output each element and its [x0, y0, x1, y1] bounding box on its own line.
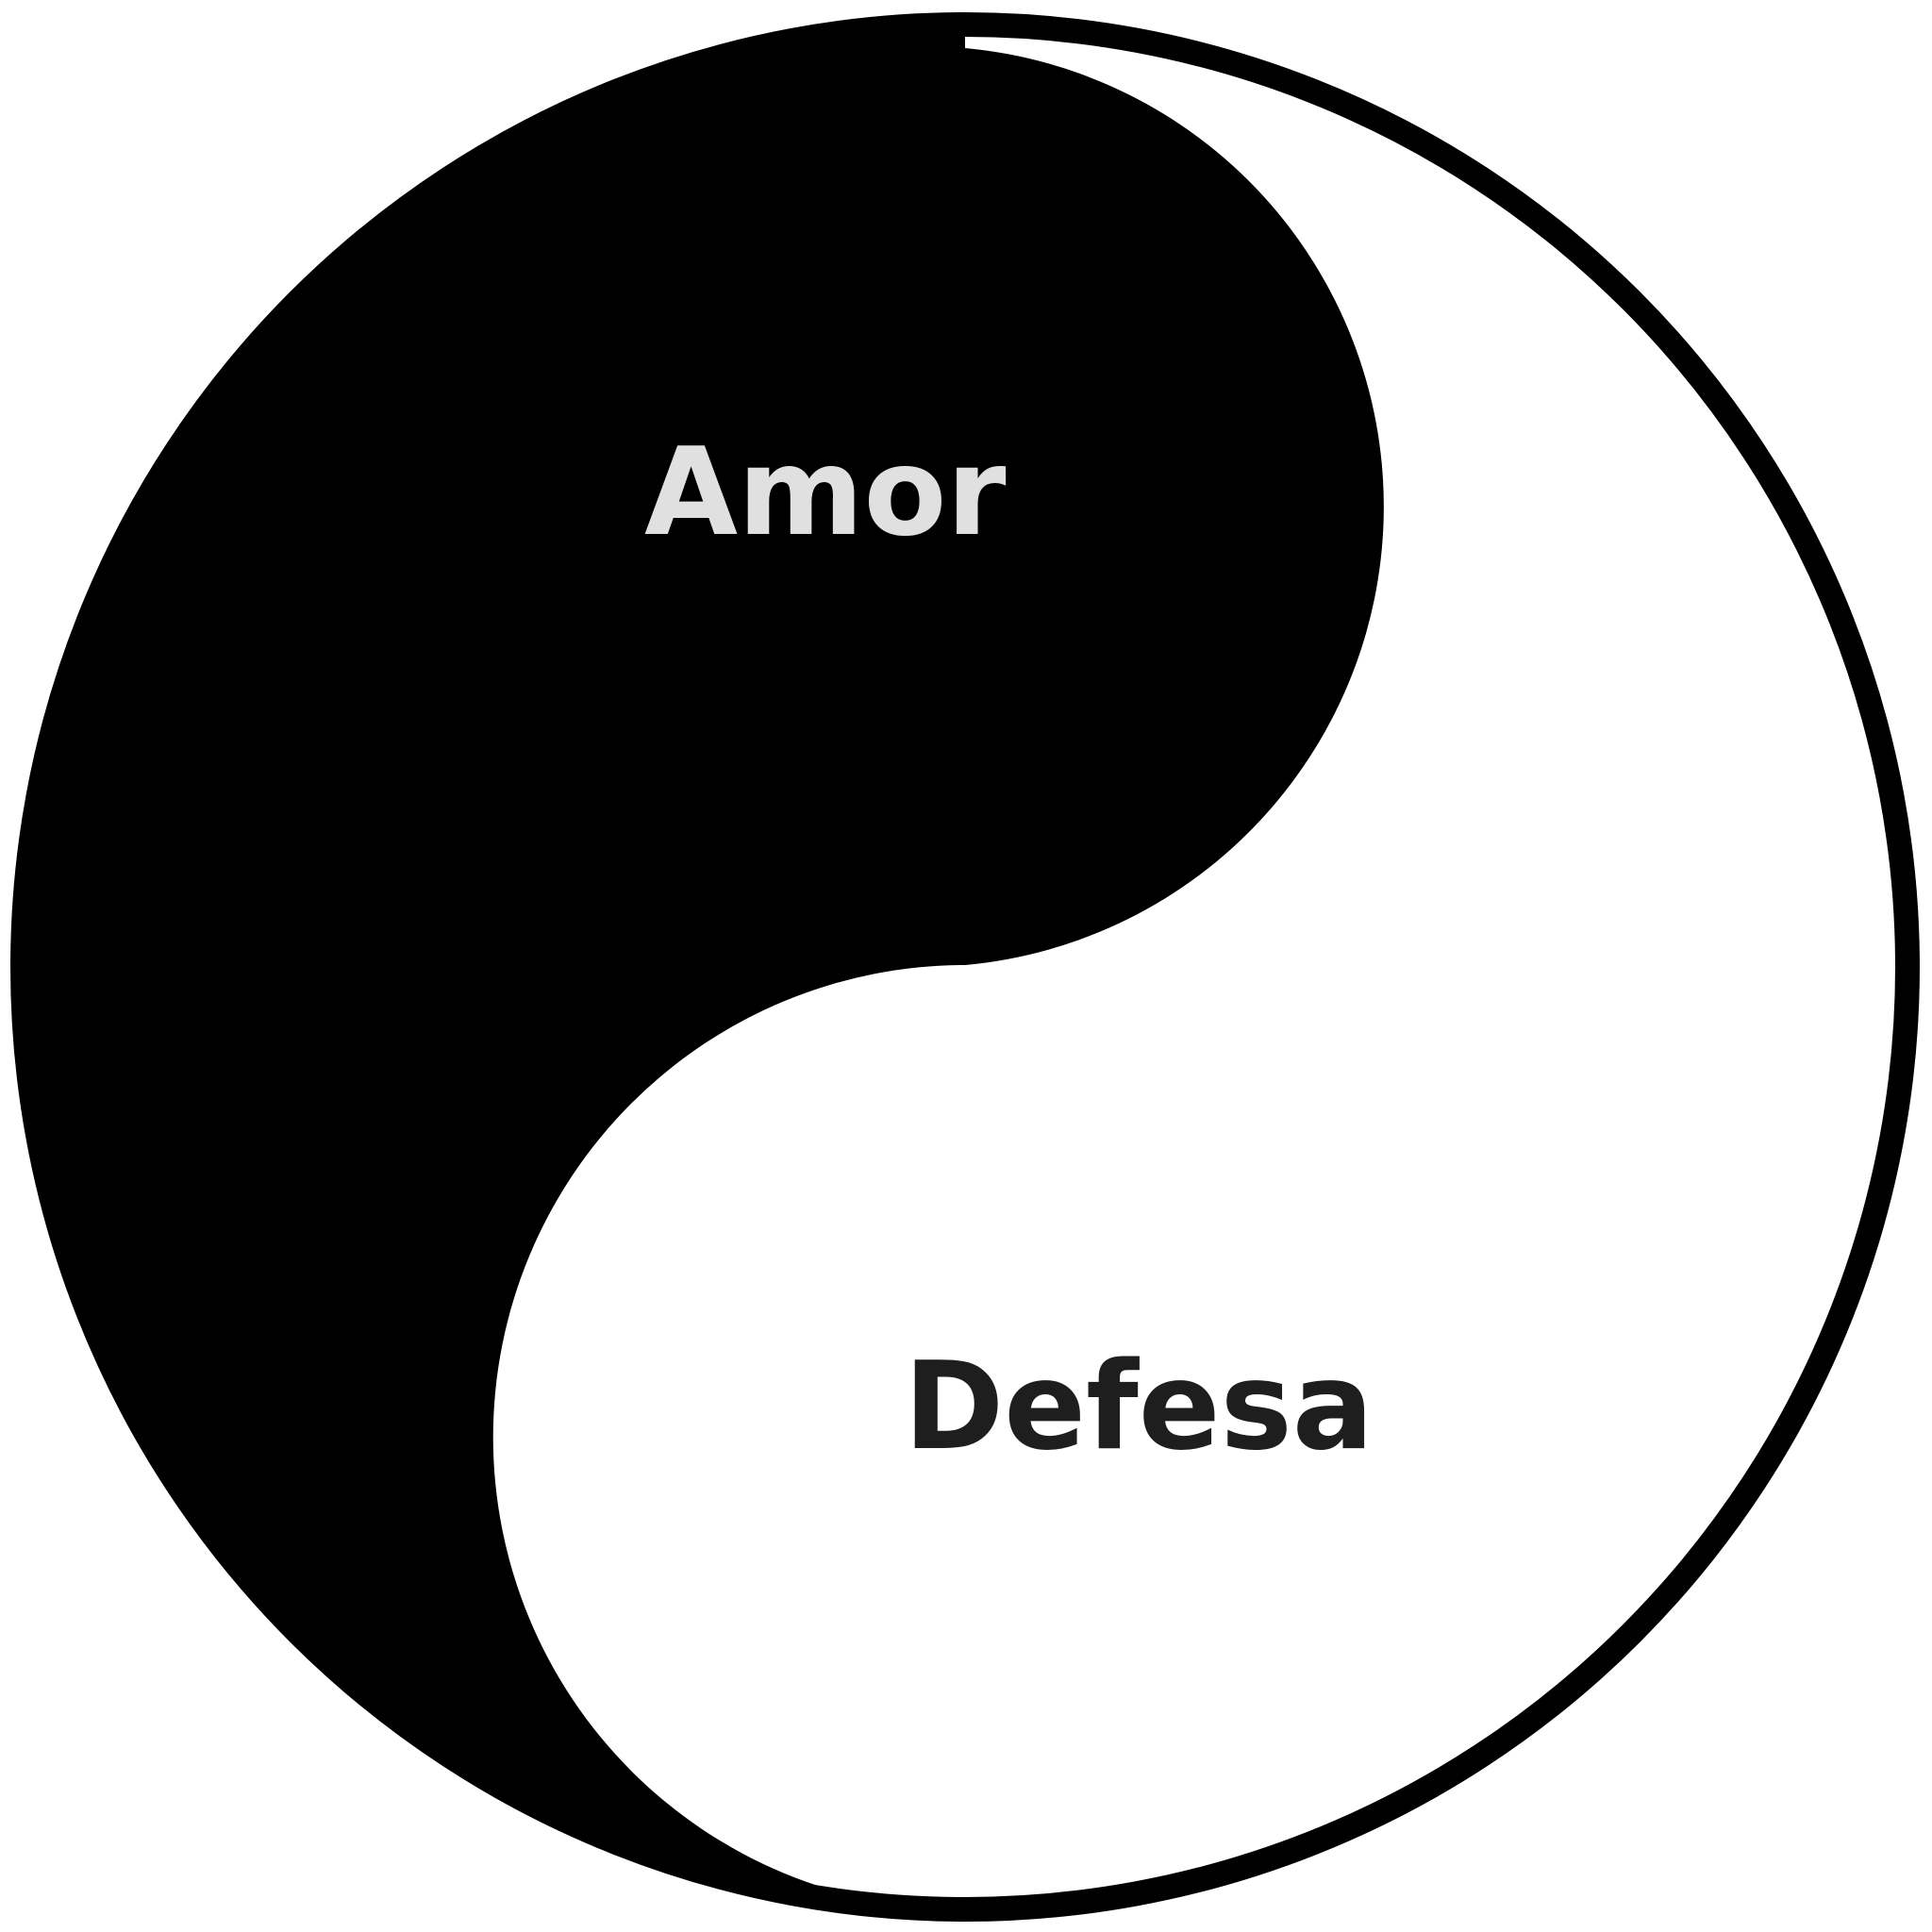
label-defesa: Defesa [904, 1337, 1374, 1477]
label-amor: Amor [644, 423, 1007, 563]
dark-region [23, 25, 1384, 1909]
